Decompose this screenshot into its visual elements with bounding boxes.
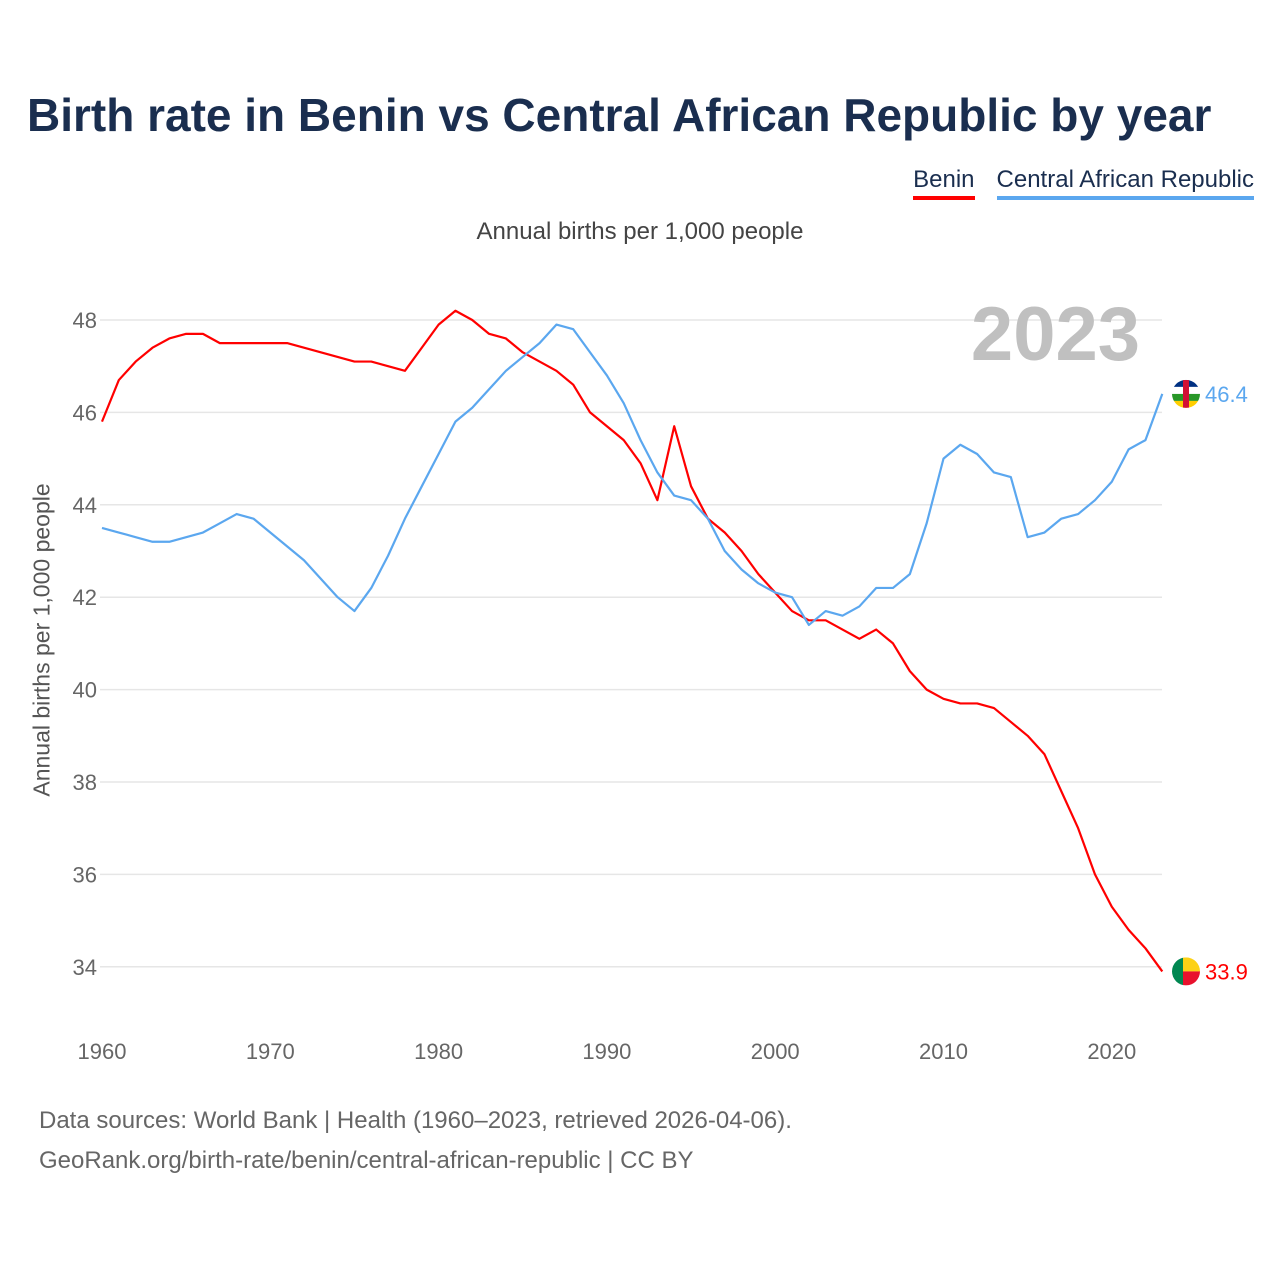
car-flag-icon — [1172, 379, 1200, 408]
footer-attribution[interactable]: GeoRank.org/birth-rate/benin/central-afr… — [39, 1147, 694, 1174]
end-value-label: 46.4 — [1205, 382, 1248, 407]
y-tick-label: 42 — [73, 585, 97, 610]
legend-car[interactable]: Central African Republic — [996, 166, 1254, 200]
end-value-label: 33.9 — [1205, 959, 1248, 984]
chart-subtitle: Annual births per 1,000 people — [476, 218, 804, 245]
legend: Benin Central African Republic — [913, 166, 1254, 200]
y-tick-label: 48 — [73, 308, 97, 333]
y-tick-label: 44 — [73, 493, 97, 518]
benin-flag-icon — [1172, 957, 1200, 986]
y-tick-label: 46 — [73, 400, 97, 425]
series-line-benin — [100, 309, 1164, 973]
x-tick-label: 2020 — [1087, 1039, 1136, 1064]
x-tick-label: 1960 — [78, 1039, 127, 1064]
legend-benin[interactable]: Benin — [913, 166, 975, 200]
x-tick-label: 2000 — [751, 1039, 800, 1064]
y-tick-label: 36 — [73, 862, 97, 887]
x-tick-label: 1990 — [582, 1039, 631, 1064]
x-tick-label: 1980 — [414, 1039, 463, 1064]
x-tick-label: 1970 — [246, 1039, 295, 1064]
x-tick-label: 2010 — [919, 1039, 968, 1064]
y-tick-label: 40 — [73, 678, 97, 703]
footer-sources: Data sources: World Bank | Health (1960–… — [39, 1107, 792, 1134]
chart-title: Birth rate in Benin vs Central African R… — [27, 89, 1212, 141]
y-tick-label: 38 — [73, 770, 97, 795]
y-tick-label: 34 — [73, 955, 97, 980]
year-label: 2023 — [971, 292, 1140, 377]
series-line-car — [101, 323, 1164, 627]
